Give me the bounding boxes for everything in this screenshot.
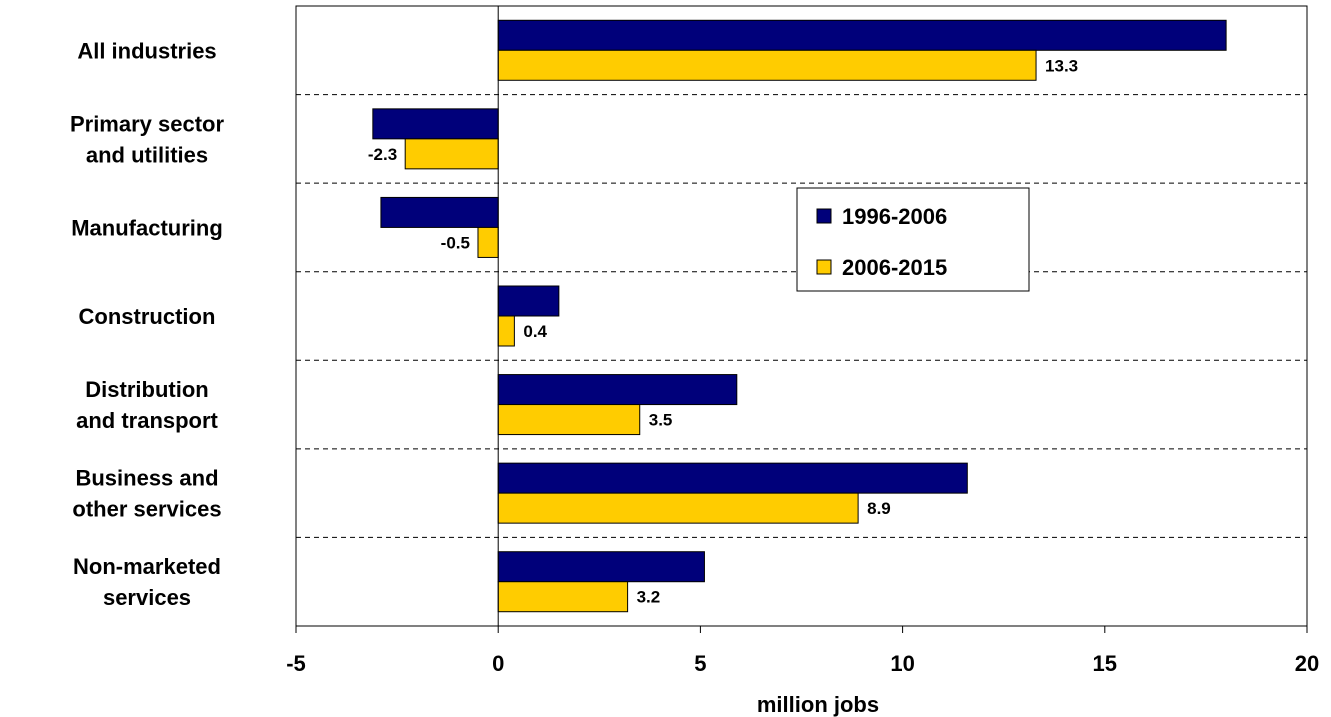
bar-2006-2015-6 [497, 492, 859, 524]
data-label: 3.5 [649, 411, 673, 430]
x-tick-label: 0 [492, 651, 504, 676]
x-axis-label: million jobs [757, 692, 879, 717]
data-label: 0.4 [523, 322, 547, 341]
bar-1996-2006-4 [497, 285, 560, 317]
bar-1996-2006-6 [497, 462, 968, 494]
legend-swatch-2006-2015 [816, 259, 832, 275]
x-tick-label: 10 [890, 651, 914, 676]
plot-area [295, 5, 1308, 627]
data-label: -2.3 [368, 145, 397, 164]
data-label: 8.9 [867, 499, 891, 518]
x-tick-label: -5 [286, 651, 306, 676]
category-label: All industries [77, 38, 216, 63]
legend: 1996-2006 2006-2015 [796, 187, 1030, 292]
category-labels: All industries Primary sector and utilitie… [70, 38, 225, 610]
bar-2006-2015-2 [404, 138, 499, 170]
category-label: Distribution and transport [76, 377, 218, 433]
legend-swatch-1996-2006 [816, 208, 832, 224]
bar-1996-2006-5 [497, 374, 738, 406]
bar-2006-2015-1 [497, 49, 1037, 81]
legend-label-2006-2015: 2006-2015 [842, 255, 947, 280]
legend-label-1996-2006: 1996-2006 [842, 204, 947, 229]
x-tick-label: 20 [1295, 651, 1319, 676]
data-label: 13.3 [1045, 56, 1078, 75]
category-label: Construction [79, 304, 216, 329]
category-label: Non-marketed services [73, 554, 221, 610]
bar-1996-2006-1 [497, 19, 1227, 51]
bar-2006-2015-7 [497, 581, 629, 613]
category-label: Primary sector and utilities [70, 111, 225, 167]
bar-1996-2006-3 [380, 196, 499, 228]
bars: 13.3 -2.3 -0.5 0.4 3.5 8.9 3.2 [368, 6, 1227, 626]
bar-1996-2006-2 [372, 108, 499, 140]
category-label: Manufacturing [71, 215, 223, 240]
category-label: Business and other services [72, 466, 221, 522]
bar-2006-2015-4 [497, 315, 515, 347]
bar-1996-2006-7 [497, 551, 705, 583]
legend-box [796, 187, 1030, 292]
x-axis: -5 0 5 10 15 20 [286, 626, 1319, 676]
bar-2006-2015-5 [497, 404, 641, 436]
data-label: 3.2 [637, 588, 661, 607]
data-label: -0.5 [441, 233, 470, 252]
bar-2006-2015-3 [477, 226, 499, 258]
x-tick-label: 15 [1093, 651, 1117, 676]
x-tick-label: 5 [694, 651, 706, 676]
